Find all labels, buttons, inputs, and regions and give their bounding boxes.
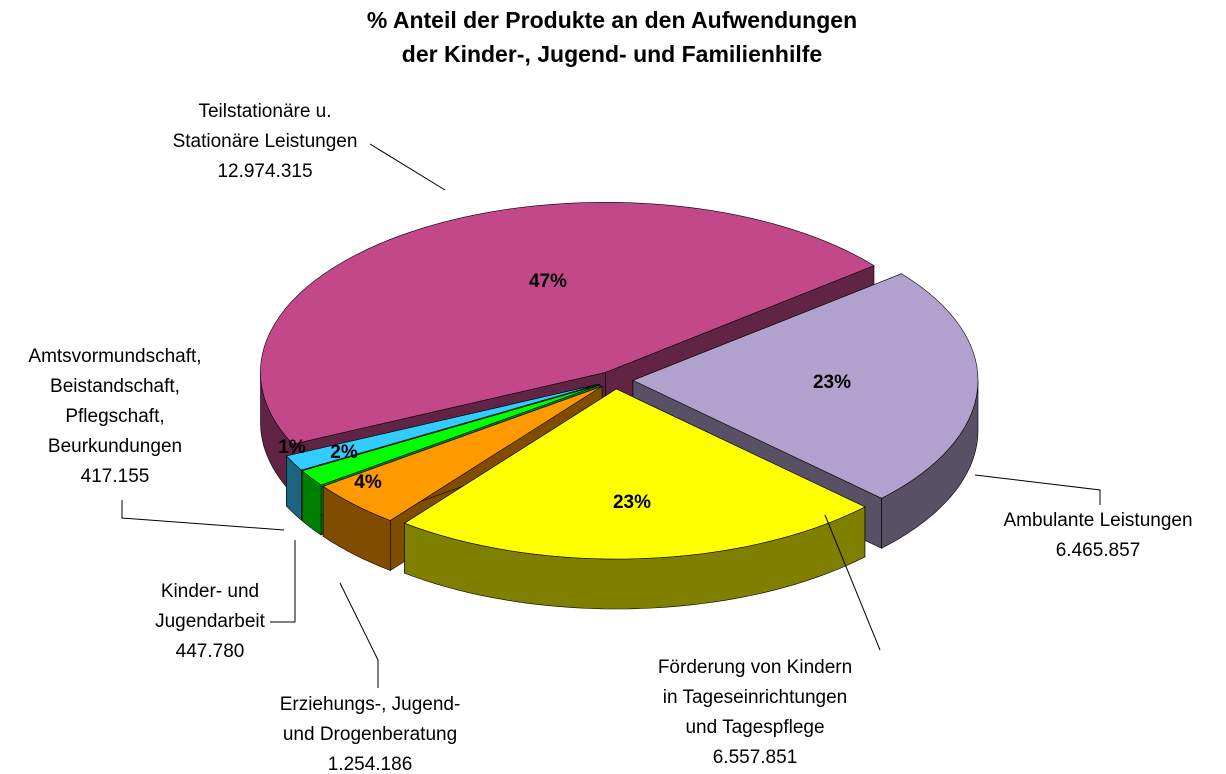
leader-line (270, 540, 296, 623)
value-label: 417.155 (81, 466, 150, 487)
percent-label: 4% (354, 472, 382, 493)
slice (301, 384, 601, 486)
category-label: Stationäre Leistungen (173, 131, 358, 152)
labels: 47% 23% 23% 4% 2% 1% Teilstationäre u. Stationä… (28, 101, 1192, 774)
value-label: 1.254.186 (328, 754, 413, 774)
category-label: Teilstationäre u. (198, 101, 331, 122)
category-label: Förderung von Kindern (658, 657, 852, 678)
category-label: Amtsvormundschaft, (28, 346, 201, 367)
category-label: Beurkundungen (48, 436, 182, 457)
category-label: Beistandschaft, (50, 376, 180, 397)
category-label: in Tageseinrichtungen (663, 687, 848, 708)
chart-title: der Kinder-, Jugend- und Familienhilfe (402, 41, 822, 67)
value-label: 6.465.857 (1056, 540, 1141, 561)
percent-label: 1% (278, 437, 306, 458)
category-label: und Drogenberatung (283, 724, 457, 745)
leader-line (121, 500, 285, 531)
pie (260, 202, 979, 610)
percent-label: 2% (330, 442, 358, 463)
percent-label: 47% (529, 271, 567, 292)
slice (322, 386, 603, 521)
category-label: Pflegschaft, (65, 406, 164, 427)
value-label: 447.780 (176, 641, 245, 662)
leader-line (824, 514, 881, 651)
leader-line (974, 474, 1101, 505)
leader-line (369, 143, 446, 191)
slice (632, 273, 979, 499)
value-label: 6.557.851 (713, 747, 798, 768)
chart-title: % Anteil der Produkte an den Aufwendunge… (367, 7, 857, 33)
slice (403, 388, 866, 560)
category-label: Ambulante Leistungen (1003, 510, 1192, 531)
leader-line (339, 582, 379, 688)
percent-label: 23% (613, 492, 651, 513)
slice (285, 383, 600, 471)
category-label: Kinder- und (161, 581, 259, 602)
category-label: Jugendarbeit (155, 611, 266, 632)
category-label: und Tagespflege (685, 717, 824, 738)
percent-label: 23% (813, 372, 851, 393)
slice (260, 202, 875, 445)
category-label: Erziehungs-, Jugend- (280, 694, 461, 715)
value-label: 12.974.315 (217, 161, 312, 182)
